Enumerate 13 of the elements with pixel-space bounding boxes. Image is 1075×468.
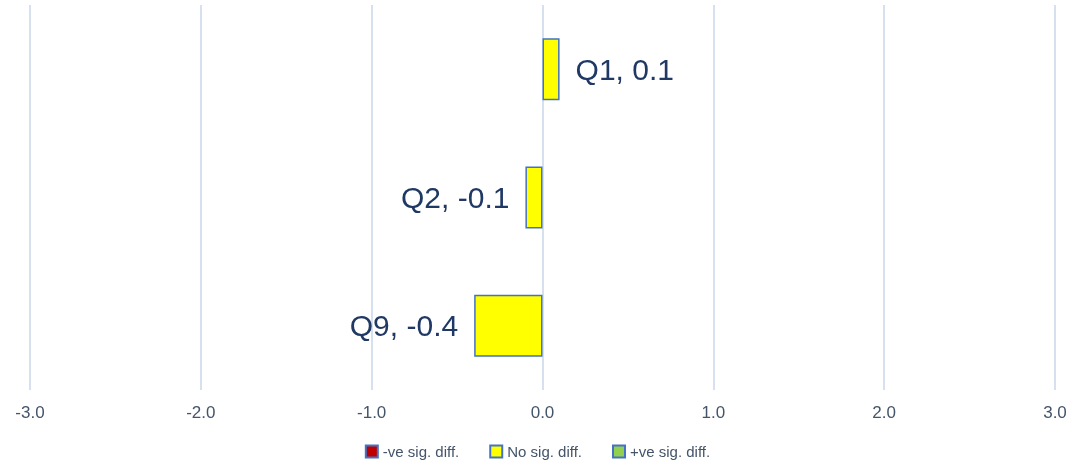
data-label: Q1, 0.1: [575, 52, 674, 86]
data-label: Q9, -0.4: [349, 309, 459, 343]
legend-label: -ve sig. diff.: [382, 443, 460, 460]
legend-label: No sig. diff.: [507, 443, 582, 460]
x-tick-label: -1.0: [357, 403, 387, 422]
x-tick-label: -3.0: [15, 403, 45, 422]
x-tick-label: 1.0: [701, 403, 726, 422]
legend-label: +ve sig. diff.: [630, 443, 711, 460]
x-tick-label: 3.0: [1043, 403, 1067, 422]
data-label: Q2, -0.1: [401, 181, 510, 214]
x-tick-label: 2.0: [872, 403, 896, 422]
x-tick-label: 0.0: [530, 403, 555, 422]
x-tick-label: -2.0: [186, 403, 216, 422]
